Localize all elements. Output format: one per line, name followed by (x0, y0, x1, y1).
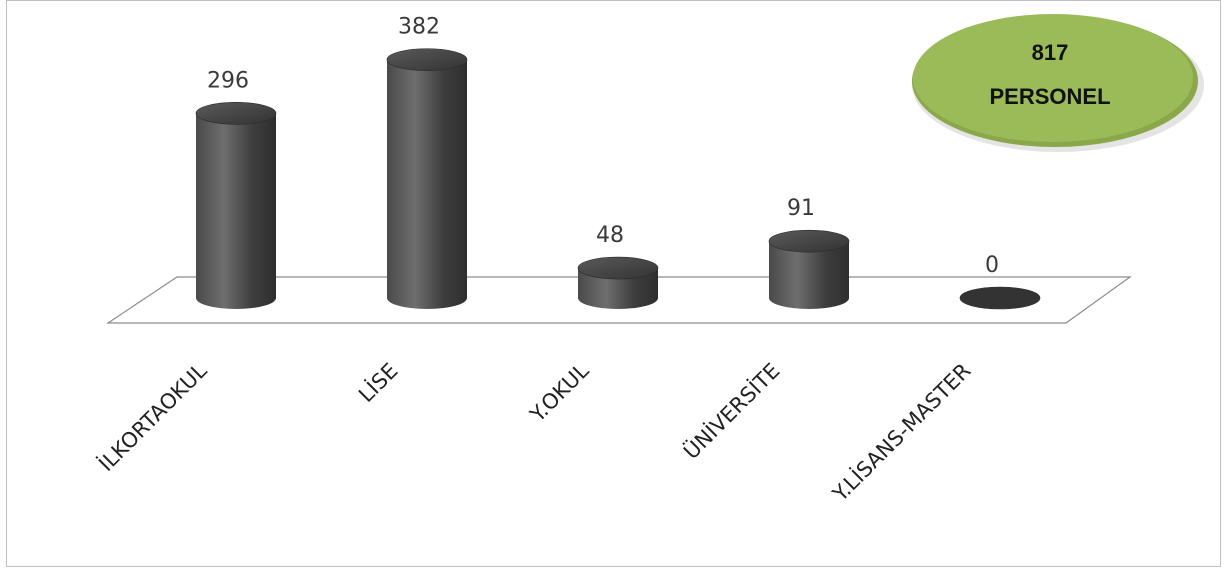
value-label-3: 91 (787, 196, 815, 221)
bar-0 (195, 101, 277, 310)
bar-4 (959, 286, 1041, 310)
category-label-0: İLKORTAOKUL (93, 358, 211, 476)
value-label-4: 0 (985, 253, 999, 278)
badge-label: PERSONEL (989, 84, 1110, 109)
chart-frame (6, 0, 1221, 567)
category-labels: İLKORTAOKUL LİSE Y.OKUL ÜNİVERSİTE Y.LİSANS-… (93, 358, 975, 507)
category-label-4: Y.LİSANS-MASTER (827, 358, 976, 507)
category-label-3: ÜNİVERSİTE (678, 358, 784, 464)
badge-value: 817 (1032, 40, 1069, 65)
value-label-1: 382 (398, 15, 440, 40)
total-badge: 817 PERSONEL (912, 14, 1204, 152)
value-label-0: 296 (207, 68, 249, 93)
value-labels: 296 382 48 91 0 (207, 15, 999, 278)
category-label-2: Y.OKUL (525, 358, 594, 427)
bar-1 (386, 48, 468, 309)
value-label-2: 48 (596, 223, 624, 248)
category-label-1: LİSE (353, 358, 402, 407)
bar-3 (768, 229, 850, 309)
bars (195, 48, 1041, 310)
bar-2 (577, 256, 659, 309)
